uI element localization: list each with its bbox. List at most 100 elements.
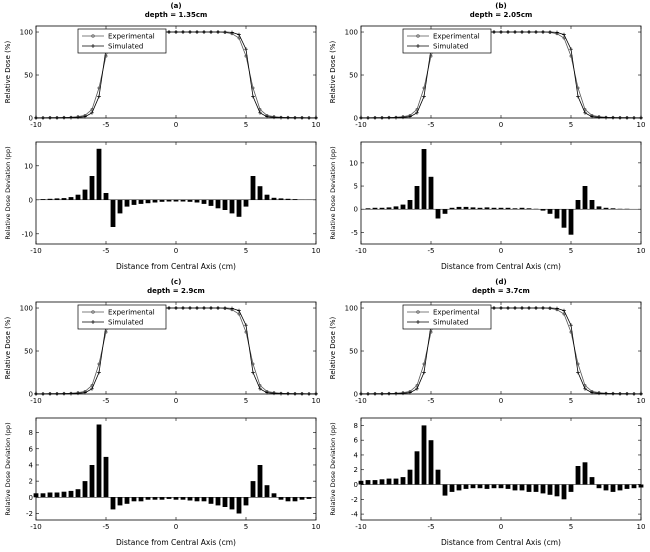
svg-text:-2: -2 xyxy=(26,510,33,518)
svg-text:Experimental: Experimental xyxy=(433,33,480,41)
svg-text:-5: -5 xyxy=(428,523,435,531)
svg-text:2: 2 xyxy=(29,478,33,486)
panel-d-label: (d) xyxy=(495,278,507,286)
svg-text:100: 100 xyxy=(20,29,33,37)
svg-text:0: 0 xyxy=(499,121,503,129)
svg-text:5: 5 xyxy=(569,121,573,129)
svg-text:5: 5 xyxy=(569,397,573,405)
svg-text:Relative Dose (%): Relative Dose (%) xyxy=(329,317,337,380)
svg-text:10: 10 xyxy=(24,162,33,170)
svg-text:-10: -10 xyxy=(355,121,366,129)
svg-text:0: 0 xyxy=(29,196,33,204)
svg-text:Simulated: Simulated xyxy=(108,43,143,51)
svg-text:4: 4 xyxy=(354,451,359,459)
panel-a: (a) depth = 1.35cm -10 -5 0 5 10 0 50 100 Relati… xyxy=(0,0,325,276)
svg-text:4: 4 xyxy=(29,461,34,469)
svg-text:0: 0 xyxy=(499,397,503,405)
svg-text:Simulated: Simulated xyxy=(433,43,468,51)
svg-text:8: 8 xyxy=(354,422,358,430)
svg-text:10: 10 xyxy=(312,523,321,531)
svg-text:Experimental: Experimental xyxy=(108,33,155,41)
panel-c-label: (c) xyxy=(170,278,182,286)
svg-text:10: 10 xyxy=(637,397,646,405)
panel-a-title: (a) depth = 1.35cm xyxy=(36,2,316,21)
svg-text:Distance from Central Axis (cm: Distance from Central Axis (cm) xyxy=(441,538,561,547)
svg-text:0: 0 xyxy=(29,494,33,502)
svg-text:5: 5 xyxy=(244,121,248,129)
svg-text:0: 0 xyxy=(354,481,358,489)
svg-text:-2: -2 xyxy=(351,496,358,504)
svg-text:5: 5 xyxy=(354,183,358,191)
svg-text:-5: -5 xyxy=(351,229,358,237)
svg-text:-5: -5 xyxy=(103,121,110,129)
svg-text:-5: -5 xyxy=(428,247,435,255)
svg-text:10: 10 xyxy=(312,247,321,255)
svg-text:10: 10 xyxy=(637,523,646,531)
svg-text:Relative Dose Deviation (pp): Relative Dose Deviation (pp) xyxy=(4,146,12,239)
svg-text:10: 10 xyxy=(349,159,358,167)
svg-text:5: 5 xyxy=(244,397,248,405)
svg-text:-5: -5 xyxy=(103,247,110,255)
svg-text:-10: -10 xyxy=(30,523,41,531)
panel-b-label: (b) xyxy=(495,2,507,10)
svg-text:0: 0 xyxy=(354,206,358,214)
svg-text:2: 2 xyxy=(354,466,358,474)
panel-c: (c) depth = 2.9cm -10 -5 0 5 10 0 50 100 Relativ… xyxy=(0,276,325,552)
svg-text:5: 5 xyxy=(569,523,573,531)
svg-text:50: 50 xyxy=(349,348,358,356)
svg-text:Relative Dose Deviation (pp): Relative Dose Deviation (pp) xyxy=(329,146,337,239)
svg-text:Relative Dose (%): Relative Dose (%) xyxy=(4,41,12,104)
panel-b-depth: depth = 2.05cm xyxy=(469,11,533,20)
panel-b-title: (b) depth = 2.05cm xyxy=(361,2,641,21)
svg-text:0: 0 xyxy=(499,247,503,255)
svg-text:Distance from Central Axis (cm: Distance from Central Axis (cm) xyxy=(116,262,236,271)
svg-text:Distance from Central Axis (cm: Distance from Central Axis (cm) xyxy=(116,538,236,547)
svg-text:-5: -5 xyxy=(103,397,110,405)
svg-text:Distance from Central Axis (cm: Distance from Central Axis (cm) xyxy=(441,262,561,271)
svg-text:100: 100 xyxy=(20,305,33,313)
svg-text:6: 6 xyxy=(354,437,359,445)
svg-text:8: 8 xyxy=(29,429,33,437)
svg-text:50: 50 xyxy=(24,72,33,80)
svg-text:Relative Dose Deviation (pp): Relative Dose Deviation (pp) xyxy=(329,422,337,515)
svg-text:Experimental: Experimental xyxy=(433,309,480,317)
panel-a-depth: depth = 1.35cm xyxy=(144,11,208,20)
svg-text:5: 5 xyxy=(569,247,573,255)
svg-text:0: 0 xyxy=(354,391,358,399)
svg-text:Simulated: Simulated xyxy=(108,319,143,327)
svg-text:100: 100 xyxy=(345,305,358,313)
svg-text:0: 0 xyxy=(174,121,178,129)
svg-text:10: 10 xyxy=(312,397,321,405)
svg-text:0: 0 xyxy=(354,115,358,123)
svg-text:10: 10 xyxy=(637,247,646,255)
svg-text:-10: -10 xyxy=(355,523,366,531)
deviation-plot-c: -10 -5 0 5 10 -2 0 2 4 6 8 Relative Dose Deviation … xyxy=(4,417,321,547)
panel-b: (b) depth = 2.05cm -10 -5 0 5 10 0 50 100 Relati… xyxy=(325,0,650,276)
svg-text:0: 0 xyxy=(174,247,178,255)
svg-text:0: 0 xyxy=(499,523,503,531)
svg-text:5: 5 xyxy=(244,523,248,531)
svg-text:-5: -5 xyxy=(428,397,435,405)
panel-c-title: (c) depth = 2.9cm xyxy=(36,278,316,297)
svg-text:Experimental: Experimental xyxy=(108,309,155,317)
svg-text:0: 0 xyxy=(174,523,178,531)
svg-text:Relative Dose Deviation (pp): Relative Dose Deviation (pp) xyxy=(4,422,12,515)
svg-text:Simulated: Simulated xyxy=(433,319,468,327)
svg-text:5: 5 xyxy=(244,247,248,255)
svg-text:-10: -10 xyxy=(22,230,33,238)
svg-text:10: 10 xyxy=(312,121,321,129)
svg-text:-10: -10 xyxy=(355,397,366,405)
svg-text:0: 0 xyxy=(29,391,33,399)
svg-text:100: 100 xyxy=(345,29,358,37)
svg-text:0: 0 xyxy=(174,397,178,405)
panel-a-label: (a) xyxy=(170,2,182,10)
svg-text:Relative Dose (%): Relative Dose (%) xyxy=(329,41,337,104)
panel-d: (d) depth = 3.7cm -10 -5 0 5 10 0 50 100 Relativ… xyxy=(325,276,650,552)
svg-text:Relative Dose (%): Relative Dose (%) xyxy=(4,317,12,380)
svg-text:-5: -5 xyxy=(428,121,435,129)
